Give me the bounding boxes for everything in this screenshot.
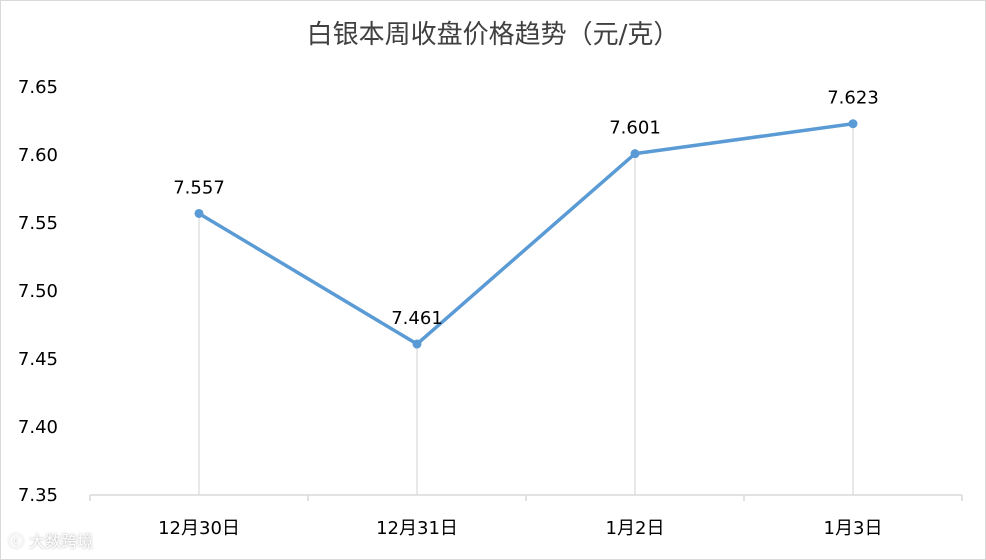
data-label: 7.601: [609, 118, 661, 139]
x-axis-labels: 12月30日 12月31日 1月2日 1月3日: [158, 518, 882, 539]
x-axis-ticks: [89, 495, 963, 501]
series-points: [194, 119, 858, 349]
x-tick-label: 1月2日: [606, 518, 665, 539]
y-tick-label: 7.40: [18, 417, 58, 438]
y-tick-label: 7.45: [18, 349, 58, 370]
y-axis-labels: 7.35 7.40 7.45 7.50 7.55 7.60 7.65: [18, 77, 58, 506]
data-point: [630, 149, 640, 159]
data-label: 7.623: [827, 88, 879, 109]
y-tick-label: 7.35: [18, 485, 58, 506]
x-tick-label: 1月3日: [824, 518, 883, 539]
data-point: [848, 119, 858, 129]
watermark-text: 大数跨境: [29, 532, 94, 551]
data-labels: 7.557 7.461 7.601 7.623: [173, 88, 879, 329]
y-tick-label: 7.55: [18, 213, 58, 234]
data-label: 7.461: [391, 308, 443, 329]
data-label: 7.557: [173, 177, 225, 198]
chart-title: 白银本周收盘价格趋势（元/克）: [306, 20, 680, 50]
x-tick-label: 12月31日: [376, 518, 458, 539]
series-line: [198, 121, 854, 346]
data-point: [412, 339, 422, 349]
data-point: [194, 208, 204, 218]
y-tick-label: 7.60: [18, 145, 58, 166]
drop-lines: [198, 123, 854, 495]
y-tick-label: 7.50: [18, 281, 58, 302]
watermark-logo-icon: ⓒ: [8, 532, 25, 551]
watermark: ⓒ 大数跨境: [8, 528, 93, 552]
x-tick-label: 12月30日: [158, 518, 240, 539]
y-tick-label: 7.65: [18, 77, 58, 98]
